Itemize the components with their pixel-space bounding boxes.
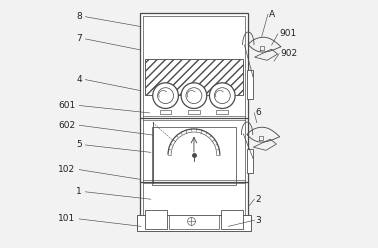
Text: A: A [269, 10, 275, 19]
Circle shape [153, 83, 178, 108]
Text: 102: 102 [59, 165, 76, 174]
Text: 101: 101 [58, 215, 76, 223]
Circle shape [214, 88, 230, 104]
Circle shape [186, 88, 202, 104]
Bar [140, 13, 248, 230]
Text: 602: 602 [59, 121, 76, 130]
Text: 2: 2 [256, 195, 261, 204]
Circle shape [181, 83, 207, 108]
Bar [137, 215, 251, 231]
Text: 1: 1 [76, 187, 82, 196]
Bar [145, 59, 243, 95]
Bar [143, 16, 245, 227]
Circle shape [209, 83, 235, 108]
Text: 6: 6 [256, 108, 261, 117]
Text: 3: 3 [256, 216, 261, 225]
Bar [152, 127, 236, 185]
Text: 901: 901 [279, 30, 296, 38]
Bar [247, 70, 253, 99]
Bar [169, 215, 218, 229]
Text: 5: 5 [76, 140, 82, 150]
Text: 7: 7 [76, 34, 82, 43]
Text: 4: 4 [76, 75, 82, 84]
Bar [221, 210, 243, 229]
Circle shape [158, 88, 174, 104]
Text: 902: 902 [280, 49, 297, 58]
Text: 601: 601 [58, 101, 76, 110]
Bar [188, 110, 200, 114]
Bar [247, 149, 253, 173]
Bar [145, 210, 167, 229]
Text: 8: 8 [76, 12, 82, 21]
Bar [160, 110, 172, 114]
Bar [216, 110, 228, 114]
